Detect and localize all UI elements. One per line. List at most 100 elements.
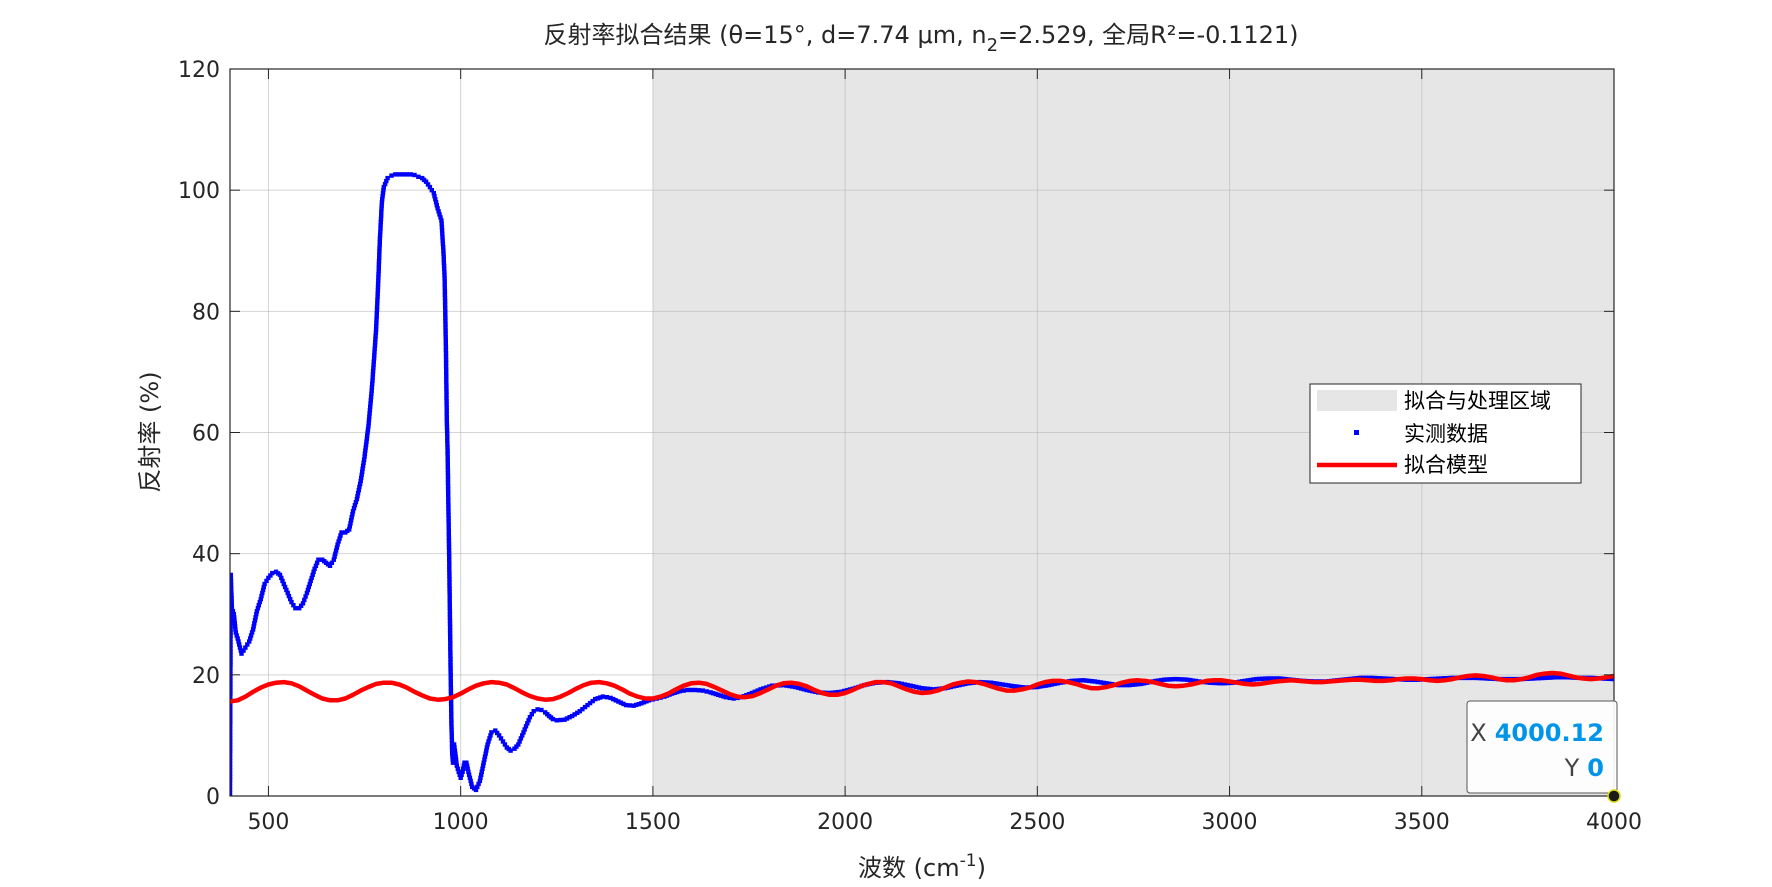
- measured-point: [431, 191, 436, 196]
- measured-point: [448, 698, 454, 703]
- measured-point: [1470, 675, 1475, 681]
- measured-point: [1075, 678, 1080, 683]
- y-tick-label: 100: [178, 179, 220, 204]
- measured-point: [713, 691, 718, 697]
- measured-point: [408, 172, 413, 177]
- measured-point: [441, 248, 446, 253]
- measured-point: [453, 751, 458, 756]
- measured-point: [727, 695, 732, 701]
- measured-point: [365, 433, 370, 438]
- measured-point: [444, 376, 449, 382]
- measured-point: [447, 583, 452, 588]
- measured-point: [467, 775, 473, 780]
- measured-point: [305, 587, 311, 593]
- measured-point: [672, 690, 677, 695]
- measured-point: [1170, 677, 1175, 682]
- measured-point: [230, 790, 233, 795]
- measured-point: [790, 684, 795, 689]
- measured-point: [444, 418, 449, 423]
- measured-point: [379, 213, 384, 218]
- measured-point: [986, 680, 991, 685]
- measured-point: [261, 584, 266, 590]
- measured-point: [230, 630, 233, 635]
- measured-point: [446, 509, 451, 514]
- measured-point: [1164, 677, 1170, 682]
- measured-point: [310, 572, 315, 578]
- measured-point: [449, 737, 455, 743]
- measured-point: [445, 441, 450, 447]
- measured-point: [444, 373, 449, 378]
- measured-point: [484, 748, 489, 753]
- axis-ticks: 500 1000 1500 2000 2500 3000 3500 4000020406080…: [178, 58, 1642, 835]
- series-model: [230, 670, 1614, 704]
- measured-point: [911, 684, 916, 689]
- measured-point: [370, 372, 376, 377]
- measured-point: [378, 219, 383, 225]
- measured-point: [914, 684, 919, 690]
- measured-point: [309, 575, 314, 581]
- measured-point: [375, 297, 380, 303]
- measured-point: [449, 711, 454, 716]
- measured-point: [371, 362, 376, 367]
- x-axis-title-superscript: -1: [960, 851, 977, 871]
- measured-point: [731, 696, 736, 701]
- measured-point: [375, 301, 380, 306]
- measured-point: [230, 675, 233, 680]
- measured-point: [443, 318, 448, 324]
- measured-point: [314, 560, 320, 565]
- measured-point: [270, 570, 275, 576]
- measured-point: [1274, 676, 1279, 681]
- measured-point: [677, 689, 682, 694]
- measured-point: [1098, 680, 1103, 685]
- measured-point: [529, 712, 534, 717]
- measured-point: [445, 483, 451, 489]
- measured-point: [375, 291, 380, 296]
- measured-point: [443, 357, 449, 362]
- datatip-marker[interactable]: [1607, 789, 1621, 803]
- measured-point: [448, 675, 453, 681]
- measured-point: [618, 700, 624, 705]
- measured-point: [1121, 682, 1126, 688]
- measured-point: [230, 620, 233, 626]
- measured-point: [465, 766, 470, 771]
- measured-point: [443, 351, 449, 356]
- measured-point: [495, 730, 500, 736]
- measured-point: [685, 687, 690, 693]
- measured-point: [230, 704, 233, 709]
- measured-point: [1173, 676, 1178, 682]
- measured-point: [443, 335, 448, 340]
- measured-point: [446, 490, 451, 495]
- measured-point: [348, 521, 353, 526]
- measured-point: [1257, 676, 1262, 682]
- measured-point: [445, 461, 450, 466]
- measured-point: [446, 541, 452, 547]
- measured-point: [442, 292, 448, 297]
- measured-point: [764, 685, 769, 690]
- measured-point: [611, 696, 616, 702]
- measured-point: [245, 642, 250, 647]
- y-tick-label: 20: [192, 664, 220, 689]
- measured-point: [350, 512, 355, 517]
- measured-point: [260, 590, 265, 596]
- measured-point: [445, 467, 451, 473]
- measured-point: [1003, 682, 1008, 688]
- measured-point: [700, 688, 706, 693]
- measured-point: [313, 563, 319, 568]
- measured-point: [580, 707, 585, 712]
- measured-point: [1542, 675, 1547, 681]
- measured-point: [1557, 675, 1562, 680]
- measured-point: [443, 344, 449, 350]
- measured-point: [250, 627, 256, 632]
- measured-point: [377, 242, 382, 248]
- measured-point: [447, 605, 452, 611]
- measured-point: [354, 496, 360, 502]
- measured-point: [332, 554, 337, 559]
- measured-point: [377, 239, 382, 245]
- measured-point: [447, 631, 453, 636]
- measured-point: [293, 606, 298, 611]
- measured-point: [230, 755, 233, 760]
- measured-point: [446, 538, 452, 543]
- measured-point: [230, 729, 233, 735]
- measured-point: [444, 395, 449, 401]
